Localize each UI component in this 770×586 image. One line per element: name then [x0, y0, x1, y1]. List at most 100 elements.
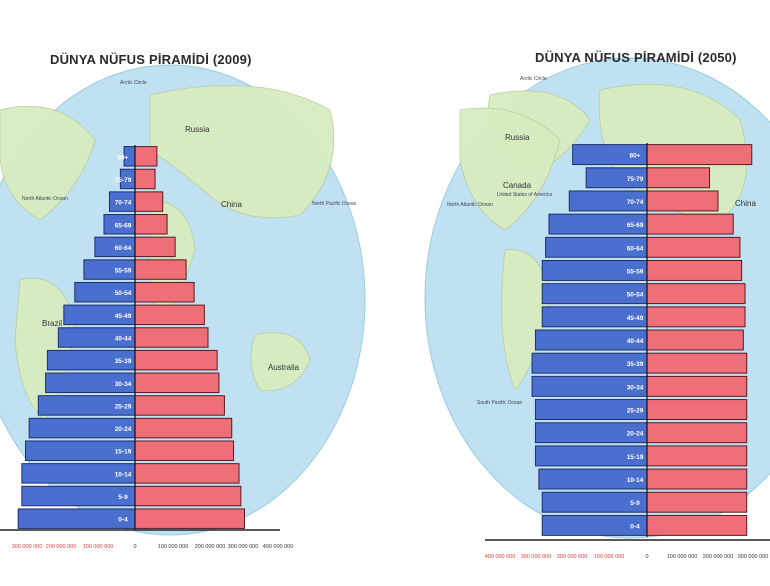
map-label: South Pacific Ocean [477, 400, 523, 406]
age-label-70-74: 70-74 [627, 199, 644, 206]
age-label-35-39: 35-39 [115, 358, 132, 365]
age-label-50-54: 50-54 [115, 290, 132, 297]
map-label: North Atlantic Ocean [22, 196, 68, 202]
age-label-35-39: 35-39 [627, 361, 644, 368]
bar-female-55-59 [646, 260, 743, 281]
bar-female-75-79 [134, 168, 156, 190]
map-label: Australia [268, 363, 300, 372]
age-label-75-79: 75-79 [115, 177, 132, 184]
map-label: China [735, 199, 756, 208]
chart-title-2009: DÜNYA NÜFUS PİRAMİDİ (2009) [50, 52, 252, 67]
map-landmass [501, 249, 551, 391]
age-label-65-69: 65-69 [115, 222, 132, 229]
age-label-45-49: 45-49 [627, 315, 644, 322]
map-label: Arctic Circle [120, 80, 147, 86]
bar-female-75-79 [646, 167, 711, 189]
map-label: Canada [503, 181, 532, 190]
map-label: Russia [185, 125, 210, 134]
bar-female-55-59 [134, 259, 187, 280]
bar-female-45-49 [646, 306, 746, 328]
x-tick-label: 200 000 000 [46, 544, 77, 550]
bar-female-10-14 [134, 463, 240, 484]
bar-female-60-64 [134, 236, 176, 258]
map-landmass [250, 332, 311, 392]
bar-female-5-9 [134, 485, 242, 507]
age-label-70-74: 70-74 [115, 200, 132, 207]
x-tick-label: 300 000 000 [738, 554, 769, 560]
x-tick-label: 100 000 000 [667, 554, 698, 560]
age-label-60-64: 60-64 [627, 245, 644, 252]
bar-female-40-44 [646, 329, 744, 351]
x-tick-label: 200 000 000 [195, 544, 226, 550]
bar-female-0-4 [134, 508, 245, 529]
bar-female-5-9 [646, 491, 748, 513]
bar-female-35-39 [134, 349, 218, 371]
age-label-80+: 80+ [117, 154, 128, 161]
age-label-60-64: 60-64 [115, 245, 132, 252]
map-label: China [221, 200, 242, 209]
age-label-55-59: 55-59 [115, 268, 132, 275]
bar-female-80+ [134, 146, 158, 167]
age-label-30-34: 30-34 [115, 381, 132, 388]
x-tick-label: 400 000 000 [263, 544, 294, 550]
age-label-30-34: 30-34 [627, 384, 644, 391]
map-label: North Pacific Ocean [312, 201, 357, 207]
bar-female-20-24 [134, 417, 233, 439]
map-label: Russia [505, 133, 530, 142]
x-tick-label: 300 000 000 [12, 544, 43, 550]
pyramid-chart-2050: Russia Canada United States of America Chin… [385, 0, 770, 586]
x-tick-label: 400 000 000 [485, 554, 516, 560]
map-landmass [459, 107, 561, 231]
age-label-45-49: 45-49 [115, 313, 132, 320]
bar-female-25-29 [646, 399, 748, 420]
bar-female-70-74 [134, 191, 164, 212]
age-label-0-4: 0-4 [118, 517, 128, 524]
bar-female-15-19 [646, 445, 748, 467]
bar-female-20-24 [646, 422, 748, 444]
age-label-65-69: 65-69 [627, 222, 644, 229]
bar-female-10-14 [646, 468, 748, 490]
age-label-20-24: 20-24 [627, 431, 644, 438]
bar-female-25-29 [134, 395, 225, 416]
x-tick-label: 200 000 000 [703, 554, 734, 560]
map-landmass [0, 105, 96, 221]
chart-title-2050: DÜNYA NÜFUS PİRAMİDİ (2050) [535, 50, 737, 65]
age-label-75-79: 75-79 [627, 176, 644, 183]
x-tick-label: 300 000 000 [228, 544, 259, 550]
map-label: Arctic Circle [520, 76, 547, 82]
x-tick-label: 300 000 000 [521, 554, 552, 560]
map-landmass [149, 85, 335, 219]
age-label-55-59: 55-59 [627, 268, 644, 275]
age-label-10-14: 10-14 [627, 477, 644, 484]
bar-female-65-69 [646, 213, 734, 235]
x-tick-label: 0 [645, 554, 648, 560]
x-tick-label: 0 [133, 544, 136, 550]
age-label-5-9: 5-9 [118, 494, 128, 501]
age-label-40-44: 40-44 [115, 336, 132, 343]
age-label-50-54: 50-54 [627, 292, 644, 299]
bar-female-15-19 [134, 440, 235, 461]
age-label-15-19: 15-19 [115, 449, 132, 456]
pyramid-chart-2009: Russia China Brazil Australia North Atlantic… [0, 52, 366, 550]
bar-female-65-69 [134, 214, 168, 235]
x-tick-label: 100 000 000 [594, 554, 625, 560]
age-label-40-44: 40-44 [627, 338, 644, 345]
age-label-80+: 80+ [629, 153, 640, 160]
bar-female-45-49 [134, 304, 205, 326]
age-label-5-9: 5-9 [630, 500, 640, 507]
age-label-25-29: 25-29 [115, 403, 132, 410]
bar-female-70-74 [646, 190, 719, 212]
bar-female-30-34 [646, 375, 748, 397]
age-label-15-19: 15-19 [627, 454, 644, 461]
map-label: United States of America [497, 192, 552, 198]
x-tick-label: 200 000 000 [557, 554, 588, 560]
x-tick-label: 100 000 000 [83, 544, 114, 550]
age-label-20-24: 20-24 [115, 426, 132, 433]
age-label-10-14: 10-14 [115, 471, 132, 478]
bar-female-50-54 [646, 283, 746, 305]
bar-female-60-64 [646, 236, 741, 258]
bar-female-80+ [646, 144, 753, 166]
bar-female-0-4 [646, 514, 748, 536]
age-label-0-4: 0-4 [630, 523, 640, 530]
bar-female-50-54 [134, 281, 195, 303]
